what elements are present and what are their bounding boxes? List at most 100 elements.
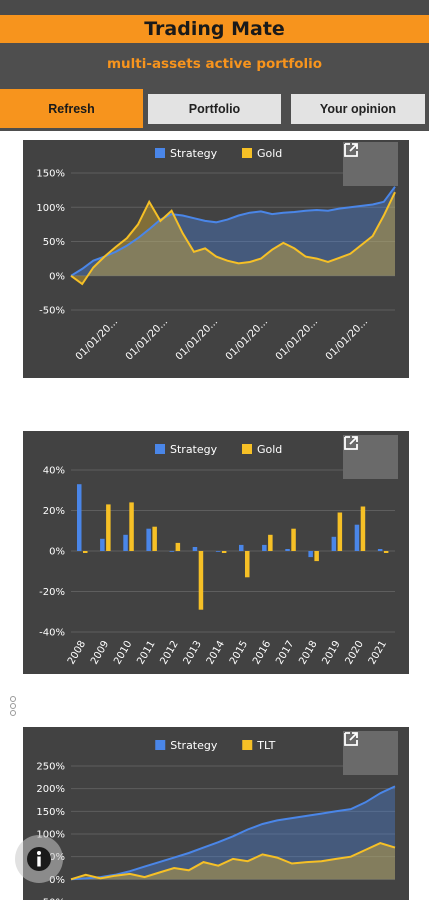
bar-strategy-2019: [331, 536, 337, 551]
bar-gold-2013: [198, 551, 204, 610]
bar-gold-2008: [83, 551, 88, 553]
app-title: Trading Mate: [144, 18, 285, 40]
legend-label-strategy: Strategy: [170, 147, 218, 160]
status-bar: [0, 0, 429, 15]
bar-strategy-2013: [192, 547, 198, 551]
portfolio-button[interactable]: Portfolio: [148, 94, 281, 124]
open-in-new-icon: [344, 436, 358, 450]
x-tick-label: 01/01/20...: [324, 316, 370, 362]
your-opinion-button[interactable]: Your opinion: [291, 94, 425, 124]
series-line-gold: [70, 191, 396, 286]
bar-gold-2014: [221, 551, 227, 553]
y-tick-label: 150%: [36, 169, 65, 180]
info-button[interactable]: [15, 835, 63, 883]
bar-strategy-2016: [262, 544, 267, 551]
x-tick-label: 2011: [135, 639, 157, 667]
bar-strategy-2017: [285, 549, 290, 551]
y-tick-label: 250%: [36, 762, 65, 773]
legend-swatch-gold: [242, 444, 252, 454]
legend-label-strategy: Strategy: [170, 443, 218, 456]
legend-label-gold: Gold: [257, 443, 282, 456]
chart-panel-annual-returns: Strategy Gold 40% 20% 0% -20% -40% 2008 2009 2010…: [23, 431, 409, 674]
x-tick-label: 2010: [112, 639, 134, 667]
bar-strategy-2021: [377, 549, 383, 551]
x-tick-label: 2009: [89, 639, 111, 667]
y-tick-label: 200%: [36, 784, 65, 795]
popout-button[interactable]: [343, 731, 398, 775]
y-tick-label: 40%: [43, 466, 65, 477]
x-tick-label: 01/01/20...: [174, 316, 220, 362]
bar-strategy-2018: [308, 551, 313, 558]
info-icon: [27, 847, 51, 871]
app-title-bar: Trading Mate: [0, 15, 429, 43]
app-subtitle: multi-assets active portfolio: [106, 56, 323, 72]
bar-gold-2015: [245, 551, 250, 578]
bar-gold-2011: [152, 526, 157, 551]
y-tick-label: 0%: [49, 547, 65, 558]
legend-swatch-strategy: [155, 444, 165, 454]
x-tick-label: 2017: [274, 639, 296, 667]
x-tick-label: 2020: [344, 639, 366, 667]
bar-gold-2009: [106, 504, 111, 551]
bar-gold-2016: [268, 534, 273, 551]
y-tick-label: -50%: [39, 306, 65, 317]
x-tick-label: 2014: [205, 639, 227, 667]
y-tick-label: -20%: [39, 587, 65, 598]
y-tick-label: -40%: [39, 628, 65, 639]
area-strategy: [71, 186, 395, 276]
legend-label-tlt: TLT: [256, 739, 275, 752]
legend-swatch-gold: [242, 148, 252, 158]
y-tick-label: -50%: [39, 898, 65, 900]
x-tick-label: 2008: [66, 639, 88, 667]
line-chart-strategy-vs-gold: Strategy Gold 150% 100% 50% 0% -50% 01/01/20...…: [36, 147, 396, 363]
bar-gold-2010: [129, 502, 134, 551]
bar-gold-2020: [360, 506, 366, 551]
x-tick-label: 01/01/20...: [124, 316, 170, 362]
chart-panel-performance-gold: Strategy Gold 150% 100% 50% 0% -50% 01/01/20...…: [23, 140, 409, 378]
y-tick-label: 20%: [43, 506, 65, 517]
bar-strategy-2008: [77, 484, 82, 551]
bar-strategy-2012: [169, 551, 175, 552]
bar-strategy-2015: [239, 544, 244, 551]
x-tick-label: 2012: [158, 639, 180, 667]
bar-chart-annual-returns: Strategy Gold 40% 20% 0% -20% -40%2008 2009 2010…: [39, 443, 395, 667]
series-line-strategy: [70, 186, 396, 277]
series-line-tlt: [70, 842, 396, 881]
popout-button[interactable]: [343, 435, 398, 479]
x-tick-label: 01/01/20...: [274, 316, 320, 362]
legend-swatch-strategy: [155, 740, 166, 750]
series-line-strategy: [70, 785, 396, 881]
x-tick-label: 2013: [182, 639, 204, 667]
area-gold: [71, 192, 395, 284]
area-strategy: [71, 786, 395, 880]
popout-button[interactable]: [343, 142, 398, 186]
y-tick-label: 50%: [43, 237, 65, 248]
x-tick-label: 2019: [320, 639, 342, 667]
refresh-button[interactable]: Refresh: [0, 89, 143, 128]
bar-gold-2019: [337, 512, 343, 551]
x-tick-label: 01/01/20...: [224, 316, 270, 362]
bar-gold-2018: [314, 551, 319, 562]
bar-strategy-2010: [123, 534, 128, 551]
area-tlt: [71, 843, 395, 880]
vertical-dots-icon[interactable]: [8, 695, 18, 717]
legend-swatch-strategy: [155, 148, 165, 158]
bar-strategy-2009: [100, 538, 105, 551]
bar-strategy-2014: [215, 551, 221, 552]
y-tick-label: 150%: [36, 807, 65, 818]
bar-strategy-2020: [354, 524, 360, 551]
y-tick-label: 0%: [49, 875, 65, 886]
x-tick-label: 2018: [297, 639, 319, 667]
legend-label-gold: Gold: [257, 147, 282, 160]
y-tick-label: 100%: [36, 830, 65, 841]
x-tick-label: 01/01/20...: [74, 316, 120, 362]
open-in-new-icon: [344, 732, 358, 746]
x-tick-label: 2021: [367, 639, 389, 667]
y-tick-label: 100%: [36, 203, 65, 214]
open-in-new-icon: [344, 143, 358, 157]
bar-gold-2012: [175, 542, 181, 551]
legend-label-strategy: Strategy: [170, 739, 218, 752]
bar-gold-2021: [383, 551, 389, 553]
